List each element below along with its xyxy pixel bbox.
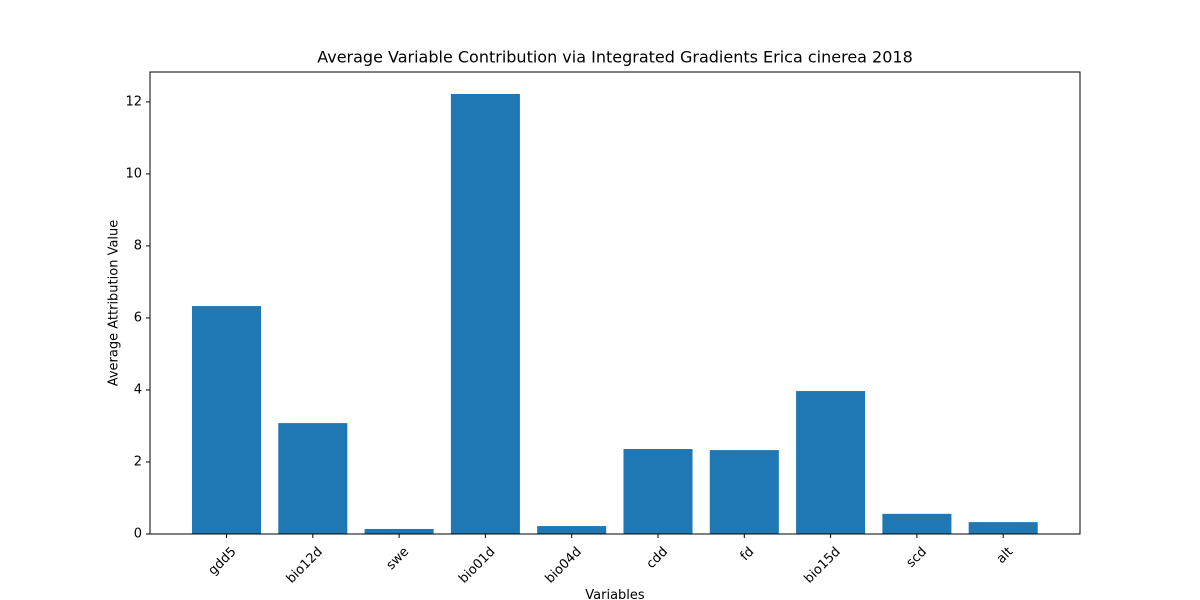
bar — [968, 522, 1038, 534]
x-tick-label: swe — [384, 544, 413, 573]
bar — [882, 513, 952, 534]
bar — [450, 93, 520, 535]
bar — [278, 423, 348, 534]
x-tick-label: cdd — [644, 544, 671, 571]
x-tick-label: bio04d — [543, 544, 585, 586]
bar — [796, 391, 866, 534]
plot-frame — [149, 71, 1081, 535]
y-tick-label: 2 — [134, 454, 142, 469]
x-axis-label: Variables — [585, 588, 645, 600]
x-tick-label: scd — [904, 544, 930, 570]
x-tick-label: bio15d — [801, 544, 843, 586]
y-tick-label: 8 — [134, 238, 142, 253]
bar — [623, 449, 693, 534]
x-tick-label: alt — [994, 544, 1016, 566]
y-tick-label: 0 — [134, 527, 142, 542]
y-tick-label: 4 — [134, 382, 142, 397]
y-tick-label: 10 — [125, 166, 142, 181]
bar — [364, 528, 434, 534]
bar — [709, 450, 779, 534]
chart-title: Average Variable Contribution via Integr… — [317, 48, 913, 67]
x-tick-label: fd — [738, 544, 758, 564]
x-tick-label: gdd5 — [206, 544, 240, 578]
y-tick-label: 6 — [134, 310, 142, 325]
x-tick-label: bio12d — [284, 544, 326, 586]
y-tick-label: 12 — [125, 94, 142, 109]
bar — [191, 306, 262, 534]
y-axis-label: Average Attribution Value — [107, 220, 122, 387]
x-tick-label: bio01d — [456, 544, 498, 586]
bar — [537, 526, 607, 534]
